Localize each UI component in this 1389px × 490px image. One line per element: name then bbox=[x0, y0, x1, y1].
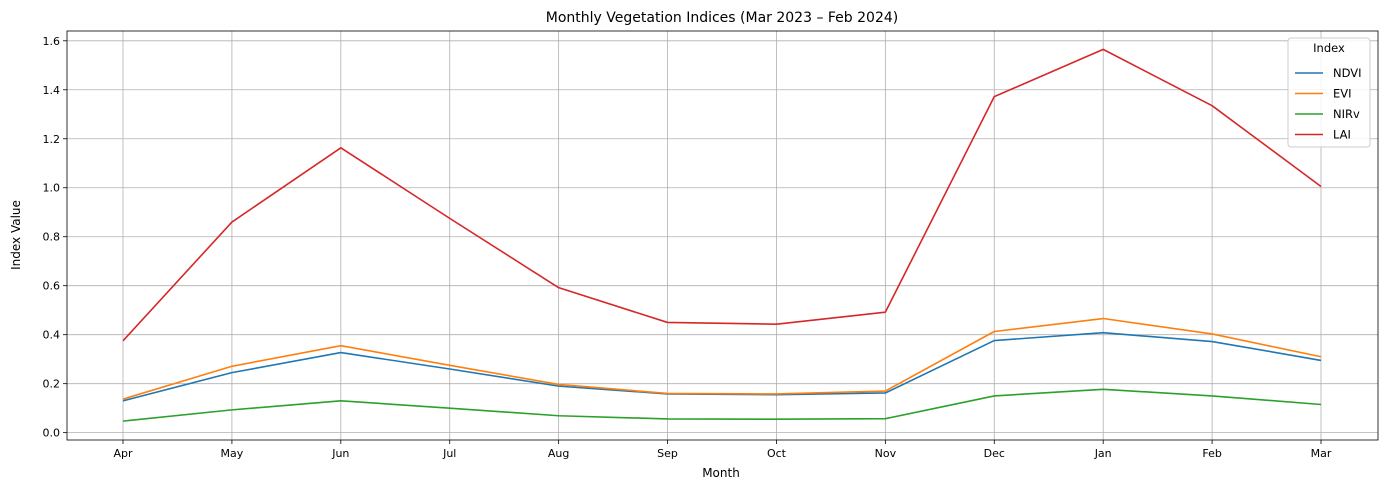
x-tick-label: Nov bbox=[875, 447, 897, 460]
y-tick-label: 1.6 bbox=[43, 35, 61, 48]
y-tick-label: 0.4 bbox=[43, 329, 61, 342]
y-axis-label: Index Value bbox=[9, 200, 23, 270]
series-line-lai bbox=[122, 48, 1322, 342]
y-tick-label: 1.4 bbox=[43, 84, 61, 97]
x-axis: Apr May Jun Jul Aug Sep Oct Nov Dec Jan Feb Mar bbox=[113, 440, 1332, 460]
x-tick-label: Feb bbox=[1202, 447, 1221, 460]
legend-label-evi: EVI bbox=[1333, 87, 1352, 101]
legend-label-ndvi: NDVI bbox=[1333, 66, 1362, 80]
legend: Index NDVI EVI NIRv LAI bbox=[1287, 37, 1371, 148]
x-tick-label: Aug bbox=[548, 447, 569, 460]
legend-box bbox=[1287, 37, 1371, 148]
legend-label-lai: LAI bbox=[1333, 128, 1351, 142]
x-tick-label: Sep bbox=[657, 447, 678, 460]
y-tick-label: 0.8 bbox=[43, 231, 61, 244]
x-tick-label: Jun bbox=[331, 447, 349, 460]
y-tick-label: 1.2 bbox=[43, 133, 61, 146]
legend-title: Index bbox=[1313, 41, 1345, 55]
series-line-evi bbox=[122, 317, 1322, 400]
x-tick-label: May bbox=[221, 447, 244, 460]
x-tick-label: Mar bbox=[1311, 447, 1332, 460]
x-tick-label: Oct bbox=[767, 447, 787, 460]
series-lines bbox=[122, 48, 1322, 422]
x-tick-label: Jul bbox=[442, 447, 456, 460]
x-tick-label: Dec bbox=[984, 447, 1005, 460]
legend-label-nirv: NIRv bbox=[1333, 107, 1360, 121]
x-tick-label: Apr bbox=[113, 447, 133, 460]
chart-title: Monthly Vegetation Indices (Mar 2023 – F… bbox=[546, 10, 898, 26]
series-line-nirv bbox=[122, 388, 1322, 422]
plot-frame bbox=[66, 30, 1379, 441]
y-tick-label: 0.6 bbox=[43, 280, 61, 293]
x-tick-label: Jan bbox=[1094, 447, 1112, 460]
y-axis: 0.0 0.2 0.4 0.6 0.8 1.0 1.2 1.4 1.6 bbox=[43, 35, 67, 440]
y-tick-label: 0.2 bbox=[43, 378, 61, 391]
y-tick-label: 0.0 bbox=[43, 427, 61, 440]
x-axis-label: Month bbox=[702, 466, 740, 480]
y-tick-label: 1.0 bbox=[43, 182, 61, 195]
